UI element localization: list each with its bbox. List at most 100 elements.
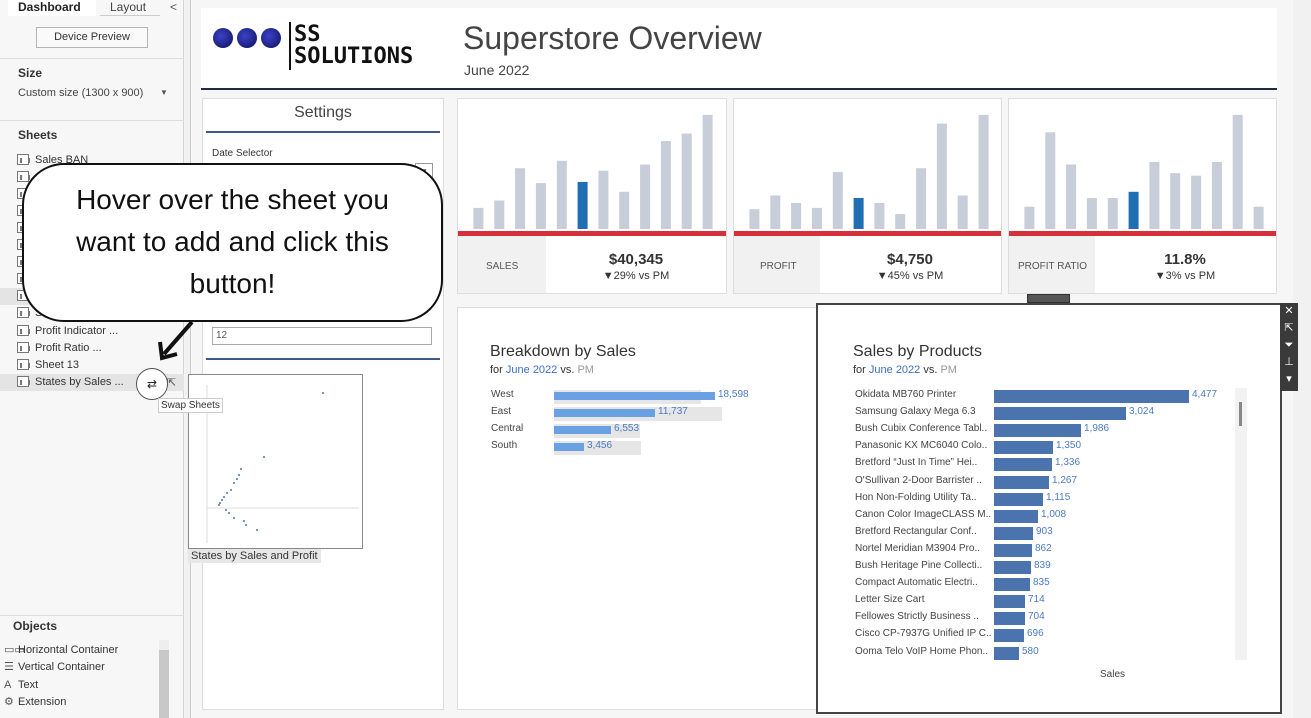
trend-bar[interactable] xyxy=(515,168,526,229)
close-icon[interactable]: ✕ xyxy=(1284,305,1294,317)
trend-bar[interactable] xyxy=(1086,198,1097,229)
go-to-sheet-icon[interactable]: ⇱ xyxy=(1284,322,1294,334)
trend-bar[interactable] xyxy=(1149,162,1160,229)
trend-bar[interactable] xyxy=(1191,175,1202,229)
product-bar[interactable] xyxy=(994,458,1052,472)
trend-bar[interactable] xyxy=(494,200,505,230)
trend-bar[interactable] xyxy=(916,168,927,229)
trend-bar[interactable] xyxy=(1232,114,1243,229)
object-horizontal-container[interactable]: ▭▭Horizontal Container xyxy=(4,642,118,659)
trend-bar[interactable] xyxy=(1128,191,1139,229)
extension-icon: ⚙ xyxy=(4,696,14,708)
product-value-label: 714 xyxy=(1028,594,1045,606)
object-extension[interactable]: ⚙ Extension xyxy=(4,694,66,711)
tab-layout[interactable]: Layout xyxy=(100,0,160,16)
kpi-value: $4,750 xyxy=(887,251,933,268)
trend-bar[interactable] xyxy=(1066,164,1077,230)
kpi-card-profit-ratio[interactable]: PROFIT RATIO 11.8% ▼3% vs PM xyxy=(1008,98,1277,294)
trend-bar[interactable] xyxy=(1211,162,1222,229)
sheet-item[interactable]: Sheet 13 xyxy=(17,357,177,374)
trend-bar[interactable] xyxy=(473,207,484,229)
product-bar[interactable] xyxy=(994,578,1030,592)
more-options-icon[interactable]: ▾ xyxy=(1286,373,1292,385)
product-bar[interactable] xyxy=(994,612,1025,626)
trend-bar[interactable] xyxy=(702,114,713,229)
product-value-label: 4,477 xyxy=(1192,389,1218,400)
product-bar[interactable] xyxy=(994,492,1043,506)
tab-dashboard[interactable]: Dashboard xyxy=(8,0,96,16)
breakdown-value-label: 3,456 xyxy=(587,440,613,451)
trend-bar[interactable] xyxy=(978,114,989,229)
trend-bar[interactable] xyxy=(640,164,651,230)
device-preview-button[interactable]: Device Preview xyxy=(36,27,148,48)
object-vertical-container[interactable]: ☰ Vertical Container xyxy=(4,659,105,676)
collapse-pane-icon[interactable]: < xyxy=(170,0,178,14)
object-text[interactable]: A Text xyxy=(4,677,38,694)
product-bar[interactable] xyxy=(994,441,1053,455)
trend-bar[interactable] xyxy=(811,207,822,229)
trend-bar[interactable] xyxy=(1045,132,1056,229)
trend-bar[interactable] xyxy=(832,172,843,229)
sales-by-products-panel[interactable] xyxy=(816,303,1282,714)
trend-bar[interactable] xyxy=(895,214,906,229)
product-value-label: 1,115 xyxy=(1046,491,1071,503)
chevron-down-icon[interactable]: ▼ xyxy=(160,88,168,97)
sheets-heading: Sheets xyxy=(18,128,58,142)
trend-bar[interactable] xyxy=(681,133,692,230)
trend-bar[interactable] xyxy=(1024,206,1035,229)
trend-bar[interactable] xyxy=(957,195,968,230)
kpi-card-sales[interactable]: SALES $40,345 ▼29% vs PM xyxy=(457,98,727,294)
product-bar[interactable] xyxy=(994,526,1033,540)
product-bar[interactable] xyxy=(994,407,1126,421)
trend-bar[interactable] xyxy=(1170,173,1181,229)
product-bar[interactable] xyxy=(994,595,1025,609)
trend-bar[interactable] xyxy=(749,209,760,229)
trend-bar[interactable] xyxy=(577,181,588,229)
products-scrollbar-thumb[interactable] xyxy=(1239,402,1242,426)
product-bar[interactable] xyxy=(994,629,1024,643)
number-input[interactable]: 12 xyxy=(212,327,432,345)
sheet-item[interactable] xyxy=(17,169,177,186)
product-bar[interactable] xyxy=(994,646,1019,660)
sheet-item[interactable]: Profit Indicator ... xyxy=(17,323,177,340)
trend-bar[interactable] xyxy=(619,191,630,229)
trend-bar[interactable] xyxy=(874,203,885,229)
trend-bar[interactable] xyxy=(853,198,864,229)
trend-bar[interactable] xyxy=(936,123,947,229)
settings-heading: Settings xyxy=(294,104,352,121)
worksheet-icon xyxy=(17,358,30,370)
trend-bar[interactable] xyxy=(556,160,567,229)
product-bar[interactable] xyxy=(994,561,1031,574)
products-scrollbar[interactable] xyxy=(1235,388,1247,660)
product-bar[interactable] xyxy=(994,543,1032,557)
worksheet-icon xyxy=(17,375,30,387)
product-bar[interactable] xyxy=(994,475,1049,489)
breakdown-bar[interactable] xyxy=(554,392,715,400)
logo-divider xyxy=(289,22,291,70)
product-bar[interactable] xyxy=(994,424,1081,438)
filter-icon[interactable]: ⏷ xyxy=(1284,339,1294,351)
swap-sheets-button[interactable]: ⇄ xyxy=(136,368,168,400)
pin-icon[interactable]: ⊥ xyxy=(1284,356,1294,368)
trend-bar[interactable] xyxy=(1107,198,1118,229)
trend-bar[interactable] xyxy=(598,170,609,229)
kpi-card-profit[interactable]: PROFIT $4,750 ▼45% vs PM xyxy=(733,98,1002,294)
breakdown-bar[interactable] xyxy=(554,443,584,451)
drag-handle[interactable] xyxy=(1027,294,1070,303)
trend-bar[interactable] xyxy=(535,183,546,229)
trend-bar[interactable] xyxy=(770,195,781,230)
breakdown-bar[interactable] xyxy=(554,409,655,417)
worksheet-icon xyxy=(17,170,30,182)
trend-bar[interactable] xyxy=(1253,206,1264,229)
breakdown-bar[interactable] xyxy=(554,426,611,434)
size-select[interactable]: Custom size (1300 x 900) xyxy=(18,87,144,99)
left-pane: Dashboard Layout < Device Preview Size C… xyxy=(0,0,184,718)
product-bar[interactable] xyxy=(994,509,1038,523)
sheet-item[interactable]: Profit Ratio ... xyxy=(17,340,177,357)
open-sheet-icon[interactable]: ⇱ xyxy=(167,377,177,389)
product-bar[interactable] xyxy=(994,390,1189,403)
trend-bar[interactable] xyxy=(660,141,671,229)
kpi-indicator-line xyxy=(458,231,726,236)
trend-bar[interactable] xyxy=(791,203,802,229)
objects-scrollbar-thumb[interactable] xyxy=(159,650,169,718)
